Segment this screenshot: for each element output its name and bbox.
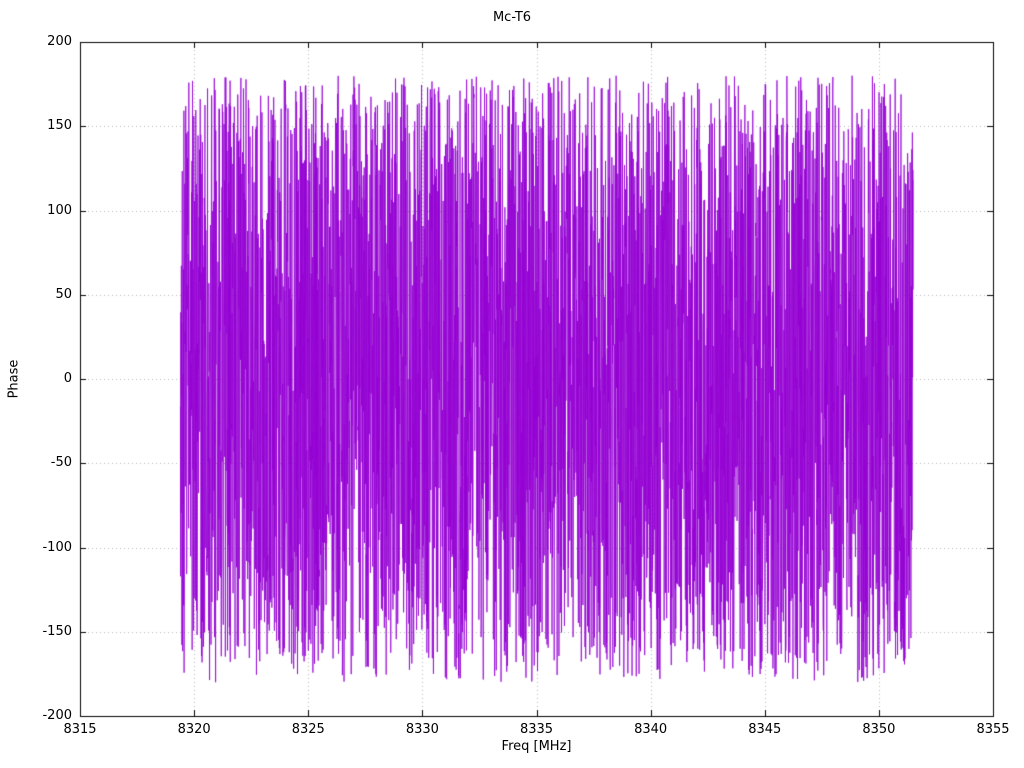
x-tick-label: 8340: [634, 722, 668, 737]
y-tick-label: -100: [42, 539, 72, 555]
y-tick-label: 150: [47, 118, 72, 134]
x-tick-label: 8350: [862, 722, 896, 737]
y-tick-label: 0: [63, 371, 72, 386]
y-tick-label: 50: [55, 286, 72, 302]
x-tick-label: 8335: [519, 722, 554, 737]
x-axis-label: Freq [MHz]: [501, 739, 572, 754]
x-tick-label: 8325: [291, 722, 325, 737]
x-tick-label: 8345: [748, 722, 782, 737]
y-tick-label: -50: [50, 455, 72, 471]
y-tick-label: 200: [47, 34, 72, 49]
x-tick-label: 8320: [177, 722, 211, 737]
x-tick-label: 8315: [63, 722, 97, 737]
x-tick-label: 8355: [976, 722, 1010, 737]
y-tick-label: -200: [42, 708, 72, 723]
x-tick-label: 8330: [405, 722, 439, 737]
y-tick-label: -150: [42, 623, 72, 639]
y-tick-label: 100: [47, 202, 72, 218]
